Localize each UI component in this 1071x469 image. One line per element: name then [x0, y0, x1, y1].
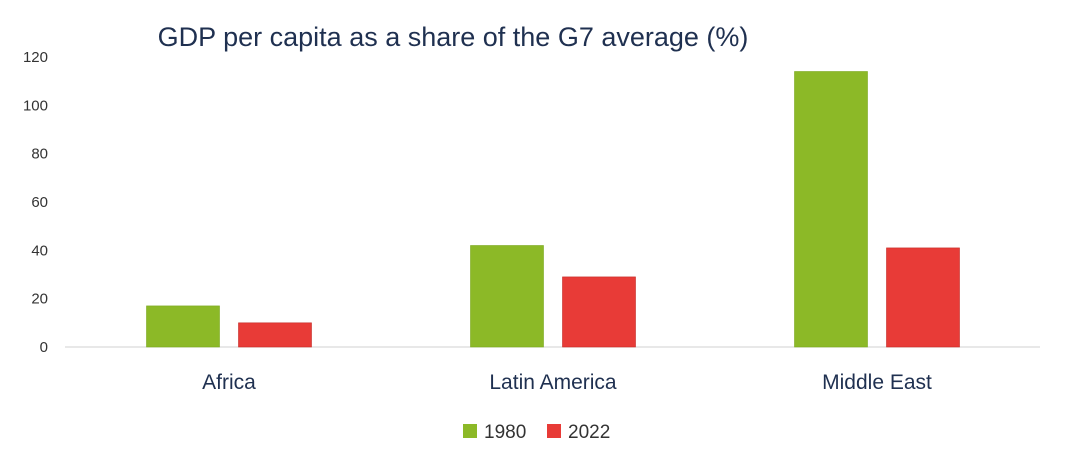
y-tick-label: 0 — [40, 339, 48, 356]
bar-2022-middle-east — [886, 247, 960, 348]
bar-1980-africa — [146, 305, 220, 348]
y-tick-label: 120 — [23, 49, 48, 66]
y-tick-label: 20 — [31, 291, 48, 308]
x-axis: Africa Latin America Middle East — [202, 371, 932, 394]
bar-1980-latin-america — [470, 245, 544, 348]
legend-label-2022: 2022 — [568, 422, 610, 443]
bar-2022-africa — [238, 322, 312, 348]
x-tick-label: Latin America — [489, 371, 617, 394]
y-tick-label: 40 — [31, 242, 48, 259]
y-tick-label: 80 — [31, 146, 48, 163]
bar-1980-middle-east — [794, 71, 868, 348]
bars — [146, 71, 960, 348]
chart-title: GDP per capita as a share of the G7 aver… — [158, 22, 749, 52]
x-tick-label: Middle East — [822, 371, 932, 394]
y-tick-label: 60 — [31, 194, 48, 211]
bar-2022-latin-america — [562, 276, 636, 348]
y-tick-label: 100 — [23, 97, 48, 114]
legend-swatch-2022 — [547, 424, 561, 438]
legend-swatch-1980 — [463, 424, 477, 438]
legend-label-1980: 1980 — [484, 422, 526, 443]
y-axis: 0 20 40 60 80 100 120 — [23, 49, 48, 356]
x-tick-label: Africa — [202, 371, 256, 394]
legend: 1980 2022 — [463, 422, 610, 443]
